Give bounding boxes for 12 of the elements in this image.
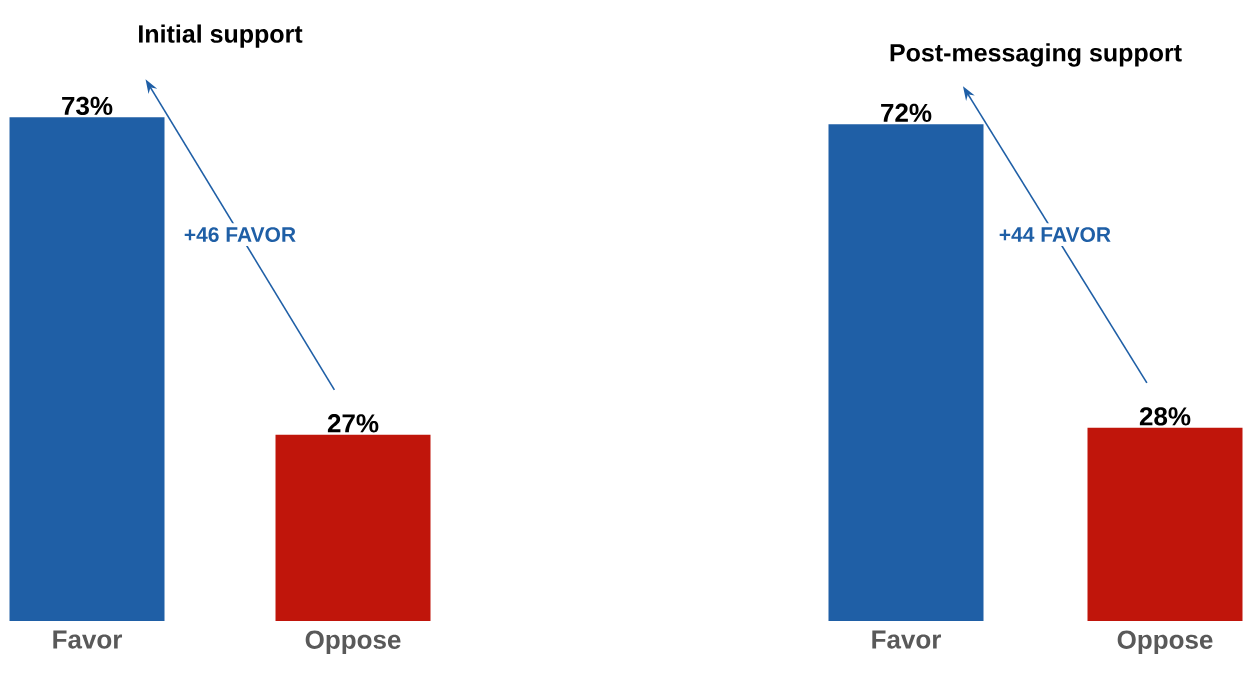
chart-title: Post-messaging support: [890, 43, 1182, 67]
data-label: 73%: [62, 96, 113, 116]
data-label: 27%: [327, 414, 379, 433]
x-tick-label: Favor: [53, 630, 123, 649]
x-tick-label: Oppose: [305, 630, 401, 655]
x-tick-label: Oppose: [1117, 630, 1213, 655]
annotation: +46 FAVOR: [184, 227, 296, 243]
data-label: 28%: [1139, 407, 1191, 426]
chart-title: Initial support: [139, 24, 303, 48]
annotation: +44 FAVOR: [999, 227, 1111, 243]
data-label: 72%: [881, 103, 932, 122]
x-tick-label: Favor: [872, 630, 942, 649]
